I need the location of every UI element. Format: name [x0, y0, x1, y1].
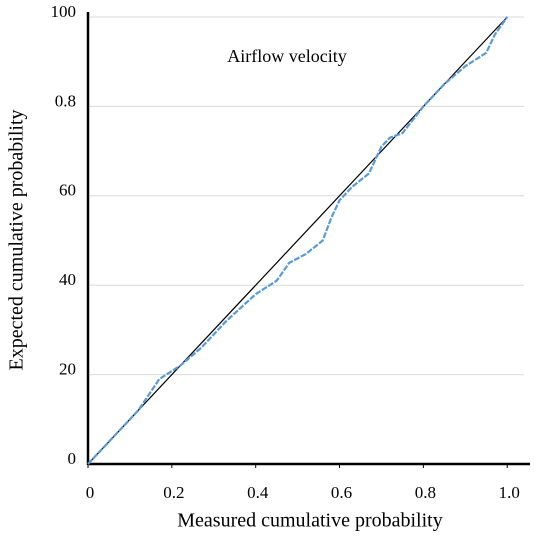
y-tick-label: 0: [68, 449, 77, 468]
y-tick-label: 0.8: [55, 91, 76, 110]
y-tick-label: 40: [59, 270, 76, 289]
x-tick-label: 0.6: [331, 483, 352, 502]
x-tick-label: 0.4: [247, 483, 269, 502]
annotation: Airflow velocity: [227, 46, 346, 66]
x-tick-label: 0: [86, 483, 95, 502]
y-tick-label: 60: [59, 181, 76, 200]
y-tick-label: 100: [51, 2, 77, 21]
x-axis-label: Measured cumulative probability: [177, 510, 442, 532]
x-tick-label: 0.2: [163, 483, 184, 502]
x-tick-label: 0.8: [415, 483, 436, 502]
x-tick-label: 1.0: [499, 483, 520, 502]
series-line: [87, 16, 509, 465]
y-axis-label: Expected cumulative probability: [6, 109, 28, 370]
y-tick-label: 20: [59, 360, 76, 379]
